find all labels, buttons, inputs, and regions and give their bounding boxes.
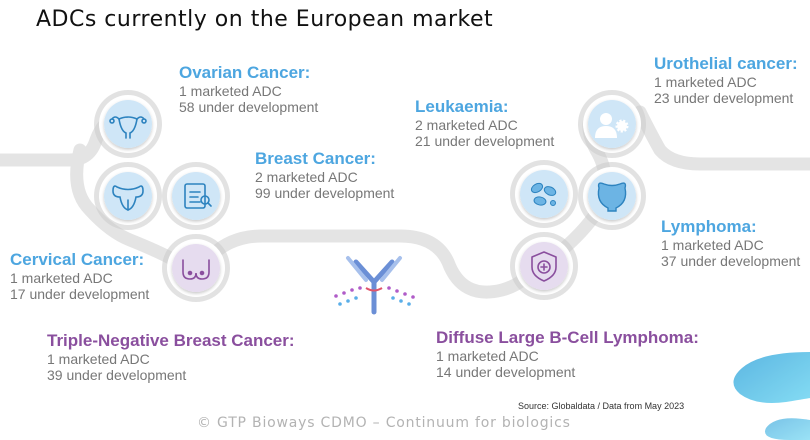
development-count: 39 under development bbox=[47, 367, 187, 383]
marketed-count: 1 marketed ADC bbox=[436, 348, 539, 364]
development-count: 99 under development bbox=[255, 185, 395, 201]
label-urothelial: Urothelial cancer: 1 marketed ADC 23 und… bbox=[654, 54, 798, 106]
gtp-bioways-logo bbox=[733, 352, 810, 440]
development-count: 17 under development bbox=[10, 286, 150, 302]
copyright-footer: © GTP Bioways CDMO – Continuum for biolo… bbox=[197, 415, 571, 431]
icon-urothelial bbox=[578, 90, 646, 158]
cancer-name: Diffuse Large B-Cell Lymphoma: bbox=[436, 328, 699, 347]
cancer-name: Triple-Negative Breast Cancer: bbox=[47, 331, 295, 350]
icon-ovarian bbox=[94, 90, 162, 158]
cancer-name: Urothelial cancer: bbox=[654, 54, 798, 73]
icon-tnbc bbox=[162, 234, 230, 302]
cancer-name: Cervical Cancer: bbox=[10, 250, 145, 269]
label-dlbcl: Diffuse Large B-Cell Lymphoma: 1 markete… bbox=[436, 328, 699, 380]
label-tnbc: Triple-Negative Breast Cancer: 1 markete… bbox=[47, 331, 295, 383]
page-title: ADCs currently on the European market bbox=[36, 7, 494, 32]
source-note: Source: Globaldata / Data from May 2023 bbox=[518, 401, 685, 411]
icon-breast bbox=[162, 162, 230, 230]
blood-cells-icon bbox=[530, 182, 557, 206]
breast-icon bbox=[182, 259, 210, 280]
icon-cervical bbox=[94, 162, 162, 230]
development-count: 21 under development bbox=[415, 133, 555, 149]
marketed-count: 2 marketed ADC bbox=[255, 169, 358, 185]
antibody-drug-conjugate-icon bbox=[334, 256, 415, 315]
cancer-name: Breast Cancer: bbox=[255, 149, 376, 168]
marketed-count: 1 marketed ADC bbox=[654, 74, 757, 90]
icon-leukaemia bbox=[510, 160, 578, 228]
label-cervical: Cervical Cancer: 1 marketed ADC 17 under… bbox=[10, 250, 149, 302]
marketed-count: 1 marketed ADC bbox=[179, 83, 282, 99]
patient-virus-icon bbox=[595, 113, 629, 138]
marketed-count: 1 marketed ADC bbox=[661, 237, 764, 253]
icon-dlbcl bbox=[510, 232, 578, 300]
cancer-name: Leukaemia: bbox=[415, 97, 509, 116]
marketed-count: 1 marketed ADC bbox=[10, 270, 113, 286]
development-count: 14 under development bbox=[436, 364, 576, 380]
development-count: 23 under development bbox=[654, 90, 794, 106]
label-leukaemia: Leukaemia: 2 marketed ADC 21 under devel… bbox=[415, 97, 554, 149]
shield-plus-icon bbox=[531, 251, 557, 282]
development-count: 37 under development bbox=[661, 253, 801, 269]
cervix-icon bbox=[112, 185, 144, 211]
label-lymphoma: Lymphoma: 1 marketed ADC 37 under develo… bbox=[661, 217, 800, 269]
uterus-icon bbox=[109, 116, 147, 139]
cancer-name: Ovarian Cancer: bbox=[179, 63, 311, 82]
cancer-name: Lymphoma: bbox=[661, 217, 757, 236]
icon-lymphoma bbox=[578, 162, 646, 230]
bladder-icon bbox=[597, 182, 627, 212]
breast-scan-icon bbox=[184, 183, 212, 209]
label-ovarian: Ovarian Cancer: 1 marketed ADC 58 under … bbox=[179, 63, 318, 115]
marketed-count: 1 marketed ADC bbox=[47, 351, 150, 367]
label-breast: Breast Cancer: 2 marketed ADC 99 under d… bbox=[255, 149, 394, 201]
development-count: 58 under development bbox=[179, 99, 319, 115]
marketed-count: 2 marketed ADC bbox=[415, 117, 518, 133]
